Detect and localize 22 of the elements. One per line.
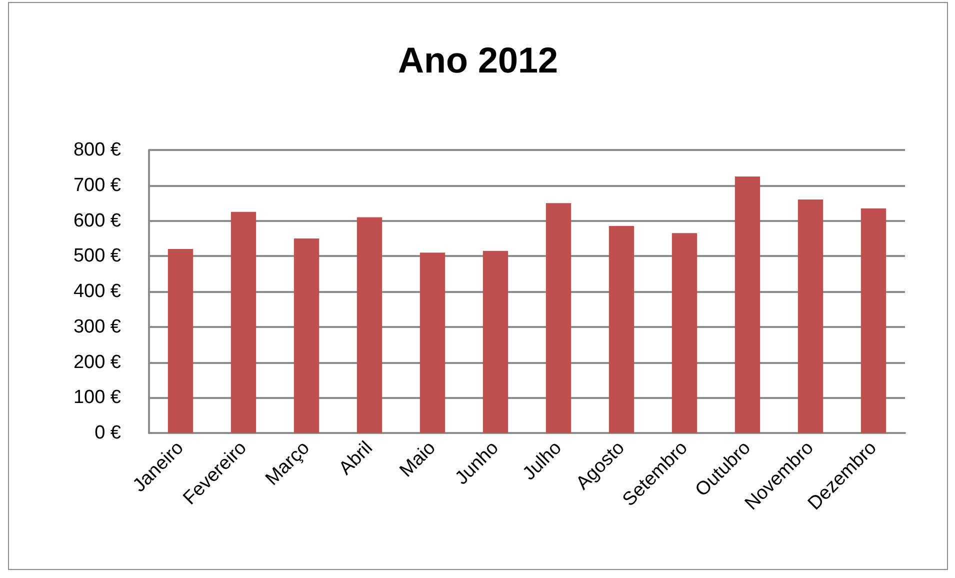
bar: [860, 208, 886, 433]
bar: [608, 226, 634, 433]
y-tick-label: 500 €: [73, 246, 122, 267]
y-tick-label: 600 €: [73, 210, 122, 232]
y-tick-label: 100 €: [73, 387, 122, 408]
y-tick-label: 200 €: [73, 352, 122, 373]
y-tick-label: 300 €: [73, 316, 122, 338]
bar: [546, 203, 572, 433]
bar: [482, 250, 508, 433]
bar: [798, 200, 824, 433]
bar: [734, 176, 760, 433]
bar: [420, 252, 446, 433]
bar: [294, 238, 320, 433]
bar: [356, 217, 382, 433]
y-tick-label: 700 €: [73, 174, 122, 196]
chart-title: Ano 2012: [398, 40, 558, 80]
bar: [230, 212, 256, 433]
y-tick-label: 800 €: [73, 140, 122, 160]
bar: [672, 233, 698, 433]
y-tick-label: 400 €: [73, 281, 122, 302]
y-tick-label: 0 €: [94, 422, 122, 444]
bar: [168, 249, 194, 433]
